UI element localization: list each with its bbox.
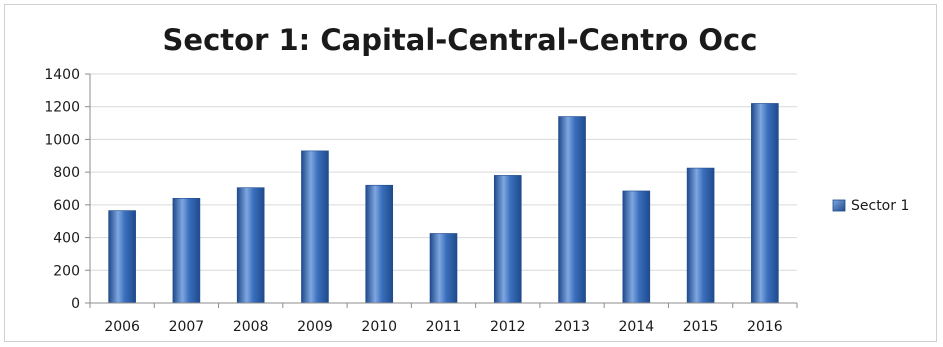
y-tick-label: 1400	[44, 67, 80, 83]
x-axis-ticks: 2006 2007 2008 2009 2010 2011 2012 2013 2014 2015…	[89, 303, 798, 335]
x-tick-label: 2013	[554, 319, 590, 335]
x-tick-label: 2009	[297, 319, 333, 335]
bars	[108, 103, 779, 304]
bar-2007	[172, 198, 201, 304]
x-tick-label: 2008	[233, 319, 269, 335]
y-tick-label: 200	[53, 263, 80, 279]
x-tick-label: 2016	[747, 319, 783, 335]
legend-swatch	[832, 199, 846, 212]
axes	[89, 74, 797, 304]
bar-2010	[365, 184, 394, 304]
bar-2015	[686, 167, 715, 304]
bar-2014	[622, 190, 651, 304]
x-tick-label: 2011	[426, 319, 462, 335]
x-tick-label: 2014	[618, 319, 654, 335]
y-axis-ticks: 0 200 400 600 800 1000 1200 1400	[44, 67, 90, 312]
x-tick-label: 2012	[490, 319, 526, 335]
y-tick-label: 1000	[44, 132, 80, 148]
x-tick-label: 2015	[683, 319, 719, 335]
bar-2013	[558, 116, 586, 304]
x-tick-label: 2010	[361, 319, 397, 335]
y-tick-label: 400	[53, 231, 80, 247]
x-tick-label: 2006	[104, 319, 140, 335]
bar-2011	[429, 233, 458, 304]
legend-label: Sector 1	[851, 198, 909, 214]
y-tick-label: 1200	[44, 100, 80, 116]
chart-frame	[4, 4, 937, 342]
chart-title: Sector 1: Capital-Central-Centro Occ	[163, 23, 758, 57]
bar-2009	[301, 150, 329, 304]
y-tick-label: 600	[53, 198, 80, 214]
y-tick-label: 0	[71, 296, 80, 312]
y-tick-label: 800	[53, 165, 80, 181]
bar-2016	[751, 103, 779, 304]
bar-2012	[493, 175, 522, 304]
bar-2006	[108, 210, 136, 304]
bar-2008	[236, 187, 265, 304]
legend: Sector 1	[832, 198, 909, 214]
gridlines	[90, 73, 797, 271]
x-tick-label: 2007	[169, 319, 205, 335]
